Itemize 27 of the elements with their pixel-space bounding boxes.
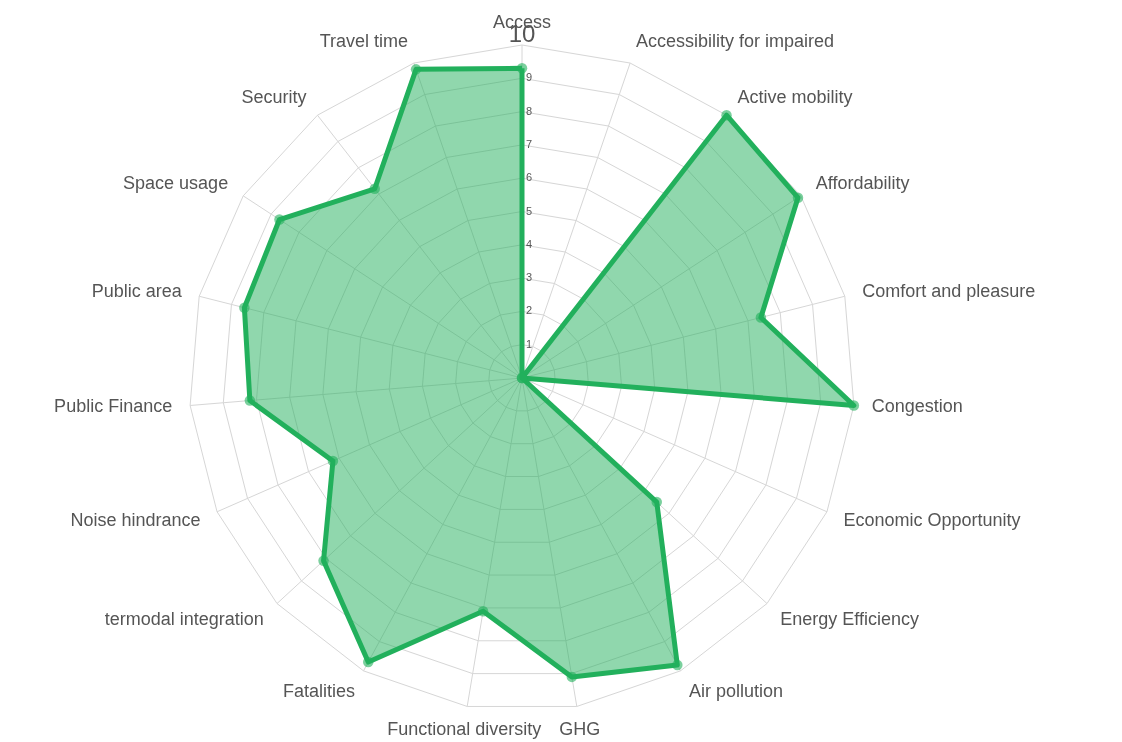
spoke-label: Congestion: [871, 395, 963, 416]
spoke-label: Noise hindrance: [70, 510, 201, 531]
spoke-label: Security: [241, 86, 307, 107]
spoke-label: Active mobility: [737, 86, 853, 107]
spoke-label: Energy Efficiency: [780, 608, 919, 629]
spoke-label: Functional diversity: [387, 719, 542, 740]
y-tick-label: 9: [526, 71, 533, 84]
y-tick-label: 1: [526, 337, 533, 350]
y-tick-label: 7: [526, 137, 533, 150]
spoke-label: GHG: [559, 719, 601, 740]
spoke-label: Space usage: [123, 172, 229, 193]
y-tick-label: 6: [526, 171, 533, 184]
spoke-label: Economic Opportunity: [843, 510, 1021, 531]
spoke-label: Public Finance: [54, 395, 173, 416]
y-tick-label: 3: [526, 271, 533, 284]
spoke-label: Air pollution: [689, 680, 784, 701]
spoke-label: termodal integration: [104, 608, 264, 629]
y-tick-label: 8: [526, 104, 533, 117]
y-tick-label: 2: [526, 304, 533, 317]
spoke-label: Public area: [91, 280, 183, 301]
spoke-label: Affordability: [815, 172, 910, 193]
y-tick-label: 5: [526, 204, 533, 217]
y-tick-label: 4: [526, 237, 533, 250]
spoke-label: Accessibility for impaired: [635, 31, 835, 52]
spoke-label: Travel time: [319, 31, 409, 52]
spoke-label: Comfort and pleasure: [862, 280, 1036, 301]
spoke-label: Fatalities: [282, 680, 355, 701]
